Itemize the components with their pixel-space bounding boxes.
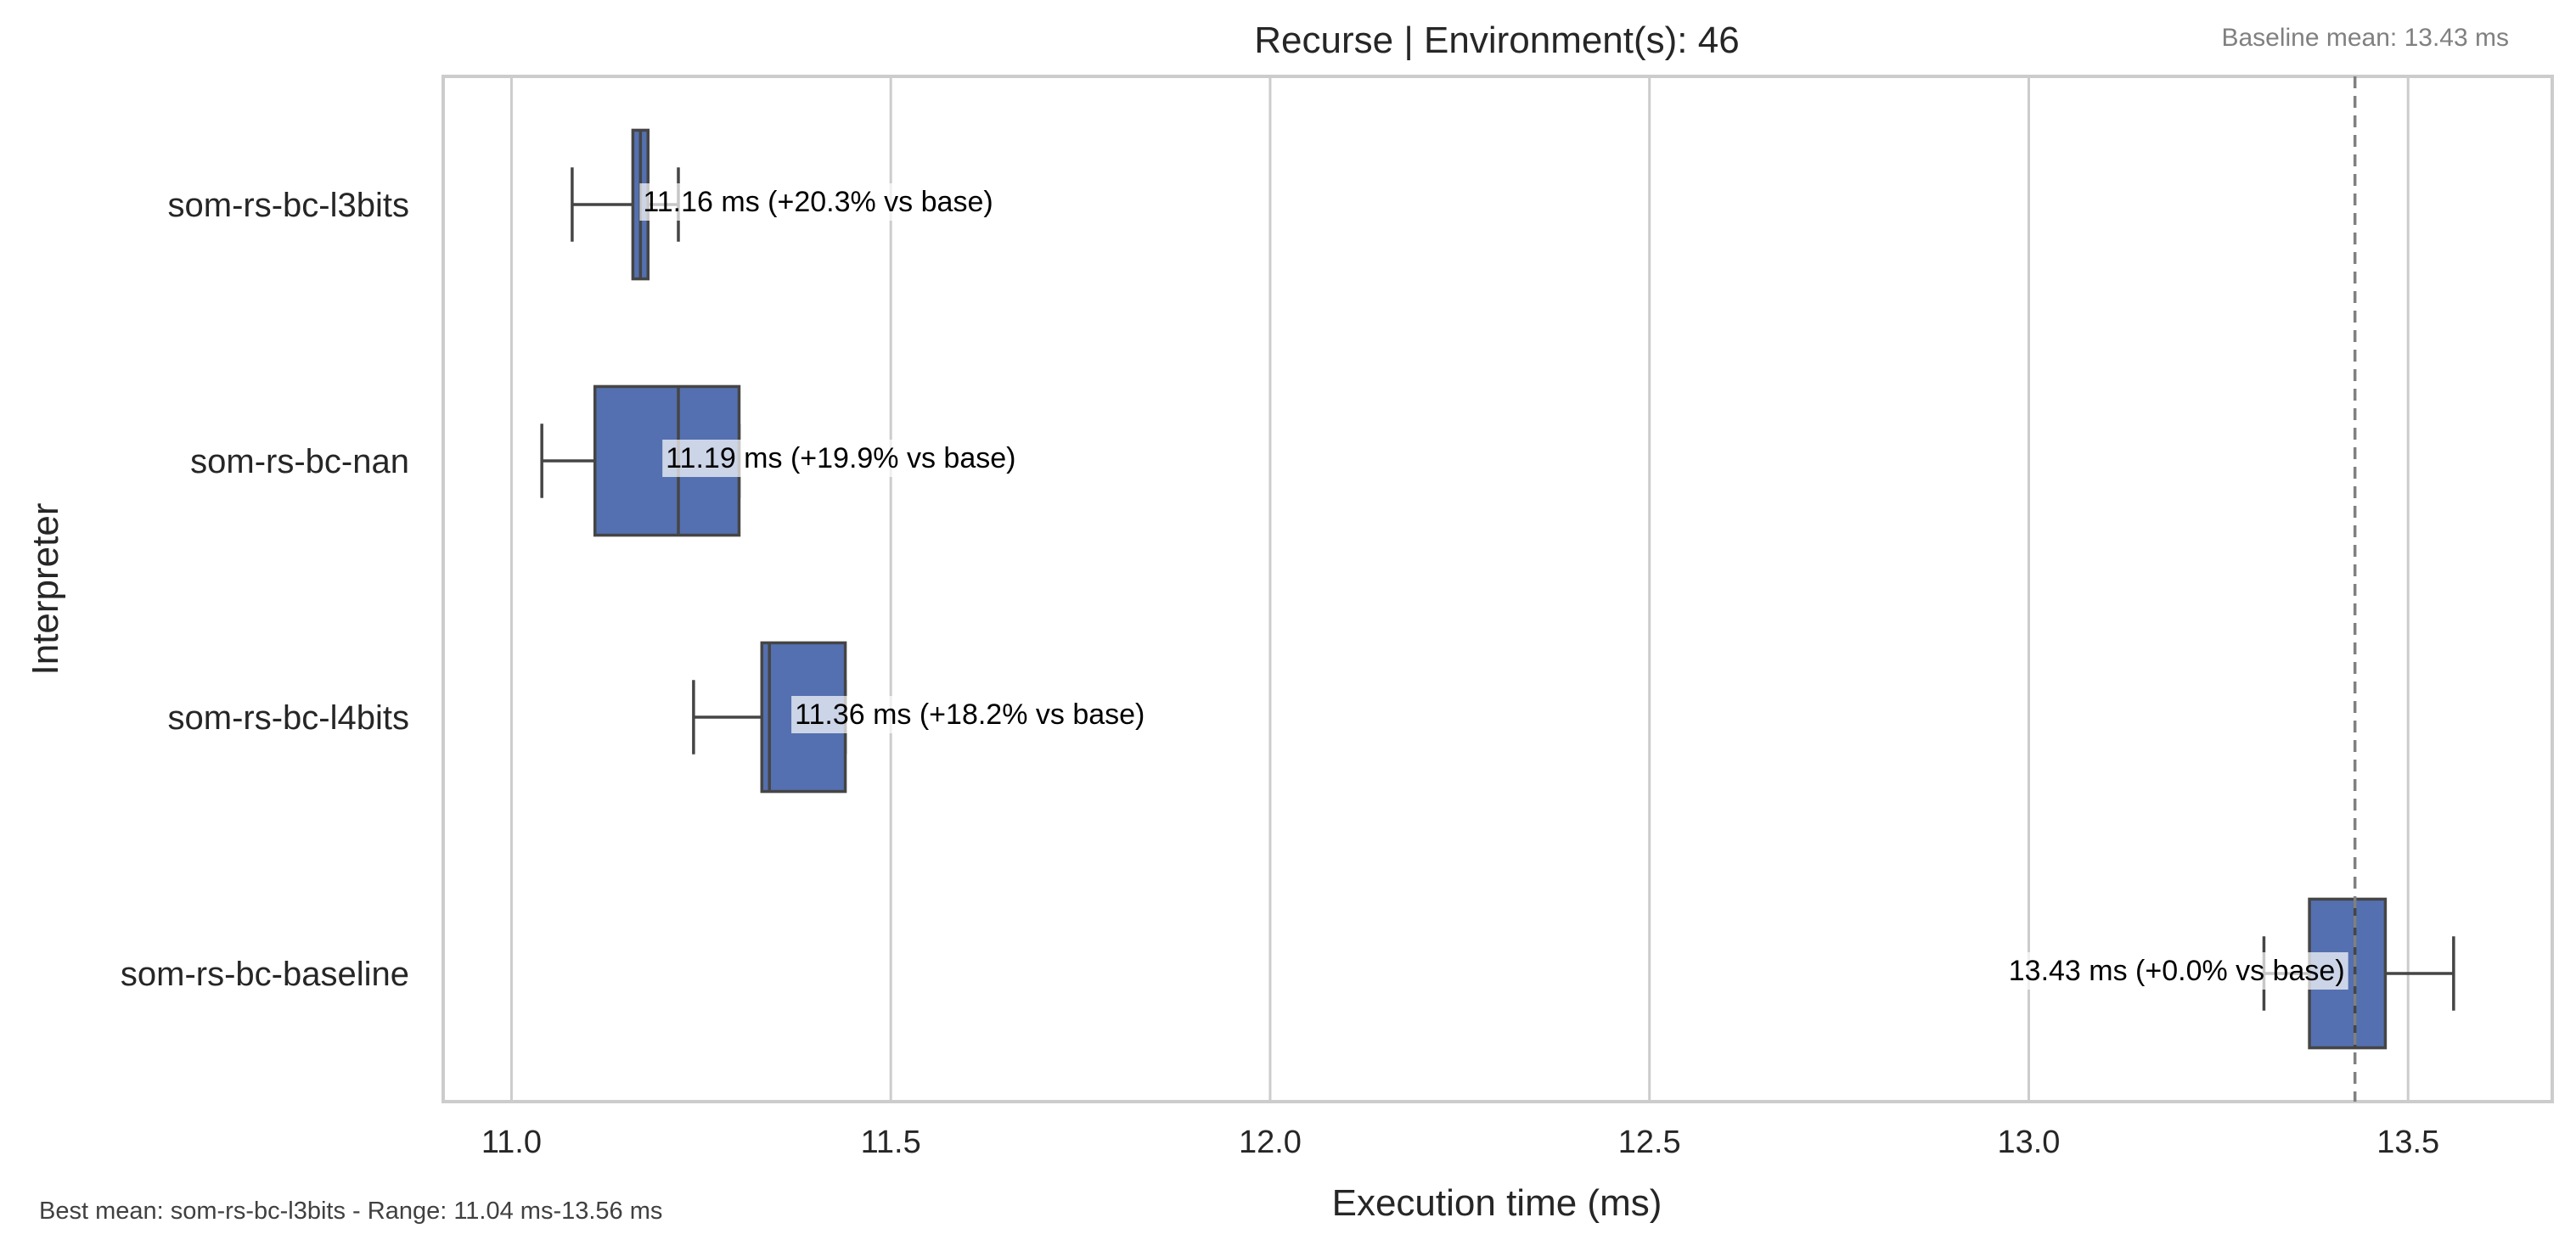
box-series: [540, 128, 2455, 1050]
x-tick-label: 12.0: [1239, 1125, 1302, 1160]
mean-annotation: 11.19 ms (+19.9% vs base): [666, 442, 1015, 474]
x-tick-label: 11.5: [861, 1125, 921, 1160]
mean-annotation-background: [639, 183, 997, 221]
mean-annotation: 11.36 ms (+18.2% vs base): [795, 698, 1145, 731]
y-category-label: som-rs-bc-baseline: [121, 956, 409, 993]
y-category-label: som-rs-bc-l4bits: [168, 699, 409, 737]
mean-annotations: 11.16 ms (+20.3% vs base) 11.19 ms (+19.9…: [639, 183, 2348, 990]
baseline-mean-note: Baseline mean: 13.43 ms: [2221, 24, 2509, 52]
x-axis-label: Execution time (ms): [1332, 1182, 1662, 1224]
mean-annotation: 11.16 ms (+20.3% vs base): [643, 186, 993, 218]
mean-annotation-background: [662, 440, 1020, 477]
grid-lines: [509, 76, 2410, 1102]
y-category-labels: som-rs-bc-l3bits som-rs-bc-nan som-rs-bc-l…: [121, 187, 409, 993]
x-tick-labels: 11.0 11.5 12.0 12.5 13.0 13.5: [481, 1125, 2439, 1160]
x-tick-label: 11.0: [481, 1125, 542, 1160]
x-tick-label: 12.5: [1618, 1125, 1681, 1160]
chart-title: Recurse | Environment(s): 46: [1254, 20, 1739, 61]
y-axis-label: Interpreter: [25, 503, 66, 676]
mean-annotation: 13.43 ms (+0.0% vs base): [2009, 955, 2345, 987]
y-category-label: som-rs-bc-l3bits: [168, 187, 409, 224]
x-tick-label: 13.0: [1997, 1125, 2060, 1160]
y-category-label: som-rs-bc-nan: [190, 443, 409, 480]
x-tick-label: 13.5: [2376, 1125, 2439, 1160]
mean-annotation-background: [791, 696, 1149, 733]
footer-best-mean-note: Best mean: som-rs-bc-l3bits - Range: 11.…: [39, 1198, 662, 1225]
plot-frame: [442, 75, 2554, 1103]
mean-annotation-background: [2005, 952, 2348, 990]
